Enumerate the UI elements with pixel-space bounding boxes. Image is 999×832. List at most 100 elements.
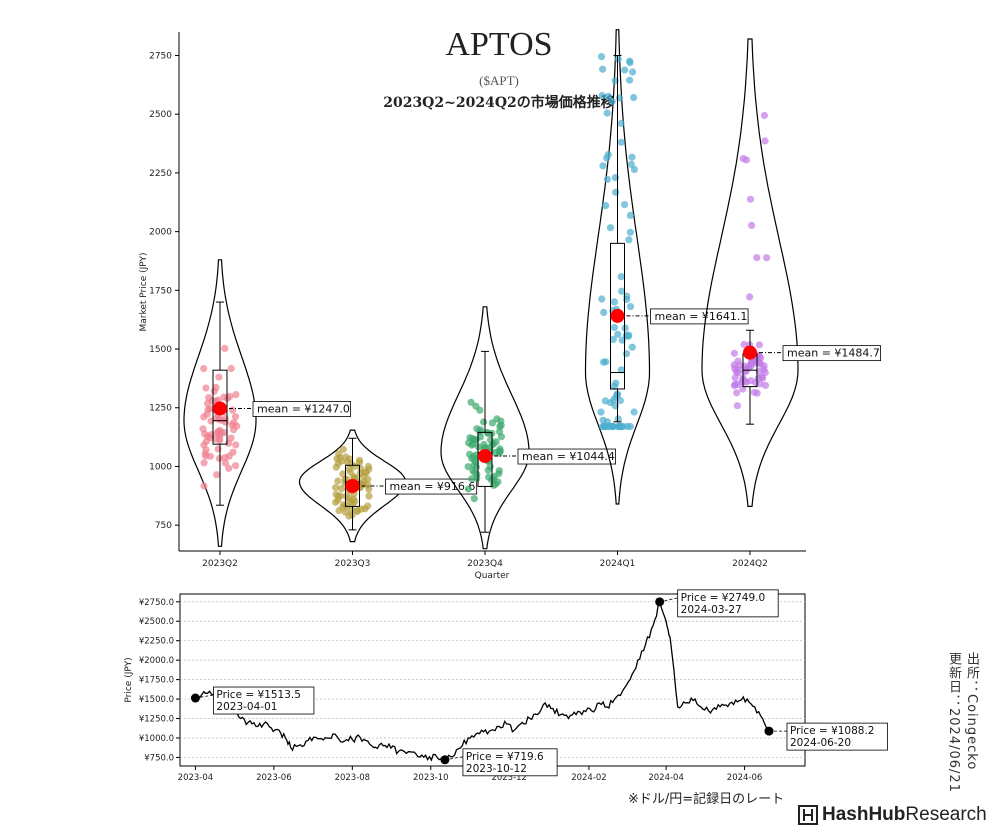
line-x-tick-label: 2023-12	[491, 773, 527, 783]
data-point	[339, 470, 347, 478]
data-point	[339, 445, 347, 453]
data-point	[468, 454, 476, 462]
annotation-marker	[190, 693, 200, 703]
mean-marker	[743, 345, 757, 360]
annotation-box	[462, 748, 558, 777]
data-point	[200, 482, 208, 490]
data-point	[599, 416, 607, 424]
violin-x-axis-label: Quarter	[475, 571, 510, 581]
data-point	[759, 374, 767, 382]
data-point	[470, 495, 478, 503]
data-point	[760, 362, 768, 370]
data-point	[339, 503, 347, 511]
violin-y-tick-label: 1750	[149, 286, 172, 296]
data-point	[614, 55, 622, 63]
annotation-marker	[655, 597, 665, 607]
data-point	[740, 340, 748, 349]
violin-outline	[183, 259, 257, 547]
mean-label: mean = ¥1641.1	[655, 310, 748, 323]
line-y-tick-label: ¥1250.0	[139, 715, 174, 725]
data-point	[730, 349, 739, 357]
annotation-leader	[444, 756, 463, 761]
annotation-price: Price = ¥1088.2	[790, 725, 875, 737]
data-point	[365, 465, 373, 473]
data-point	[337, 457, 346, 465]
data-point	[476, 428, 484, 436]
line-grid	[180, 601, 805, 758]
data-point	[617, 366, 626, 374]
mean-marker	[345, 479, 360, 494]
data-point	[627, 303, 635, 311]
source-note: 出所：Coingecko 更新日：2024/06/21	[944, 652, 980, 793]
updated-text: 更新日：2024/06/21	[946, 652, 961, 793]
data-point	[356, 469, 364, 477]
violin-group: mean = ¥916.6	[298, 429, 478, 543]
data-point	[623, 292, 631, 300]
violin-y-tick-label: 2500	[149, 110, 172, 120]
data-point	[604, 92, 613, 100]
line-y-axis-label: Price (JPY)	[124, 657, 134, 702]
data-point	[734, 380, 742, 388]
data-point	[332, 463, 340, 471]
data-point	[601, 397, 610, 405]
data-point	[612, 393, 620, 401]
mean-marker	[610, 308, 625, 323]
data-point	[229, 406, 237, 414]
data-point	[614, 415, 622, 423]
line-axes: ¥750.0 ¥1000.0 ¥1250.0 ¥1500.0 ¥1750.0 ¥2000.…	[124, 593, 806, 783]
data-point	[601, 422, 609, 431]
data-point	[621, 201, 629, 209]
data-point	[753, 254, 761, 262]
brand-logo: HashHubResearch	[798, 804, 987, 826]
violin-x-tick-label: 2023Q4	[467, 559, 503, 569]
violin-plots: mean = ¥1247.0 mean = ¥916.6 mean = ¥1044.…	[183, 29, 881, 550]
line-y-tick-label: ¥750.0	[144, 753, 174, 763]
rate-note: ※ドル/円=記録日のレート	[628, 792, 785, 807]
mean-label-box	[517, 448, 616, 465]
data-point	[626, 59, 634, 67]
data-point	[746, 293, 754, 301]
violin-group: mean = ¥1044.4	[440, 306, 616, 550]
line-y-tick-label: ¥2500.0	[139, 617, 174, 627]
data-point	[755, 341, 764, 349]
data-point	[353, 507, 361, 516]
data-point	[201, 450, 209, 458]
mean-label-box	[385, 478, 478, 495]
data-point	[220, 393, 228, 401]
data-point	[464, 485, 472, 493]
annotation-leader	[659, 597, 678, 603]
data-point	[621, 324, 629, 332]
line-y-tick-label: ¥1500.0	[139, 695, 174, 705]
violin-y-tick-label: 750	[155, 521, 172, 531]
data-point	[602, 358, 610, 366]
data-point	[200, 365, 208, 373]
data-point	[629, 68, 637, 76]
data-point	[232, 462, 240, 470]
mean-label: mean = ¥1247.0	[257, 402, 350, 415]
data-point	[617, 138, 625, 146]
violin-group: mean = ¥1247.0	[183, 259, 351, 547]
chart-title: APTOS	[445, 26, 552, 63]
data-point	[748, 221, 756, 229]
data-point	[225, 464, 233, 472]
violin-outline	[298, 429, 407, 543]
data-point	[750, 388, 759, 396]
data-point	[486, 436, 495, 444]
data-point	[215, 373, 223, 381]
data-point	[614, 330, 622, 338]
mean-label-box	[782, 345, 881, 362]
data-point	[347, 506, 356, 514]
data-point	[200, 413, 208, 421]
data-point	[365, 485, 373, 493]
data-point	[206, 405, 214, 413]
chart-subtitle: ($APT)	[479, 73, 519, 88]
violin-axes: 750 1000 1250 1500 1750 2000 2250 2500 2750 2023…	[139, 32, 806, 581]
violin-y-tick-label: 1500	[149, 345, 172, 355]
data-point	[630, 408, 638, 416]
data-point	[609, 335, 617, 344]
data-point	[229, 448, 237, 456]
data-point	[345, 512, 353, 520]
data-point	[470, 468, 479, 476]
